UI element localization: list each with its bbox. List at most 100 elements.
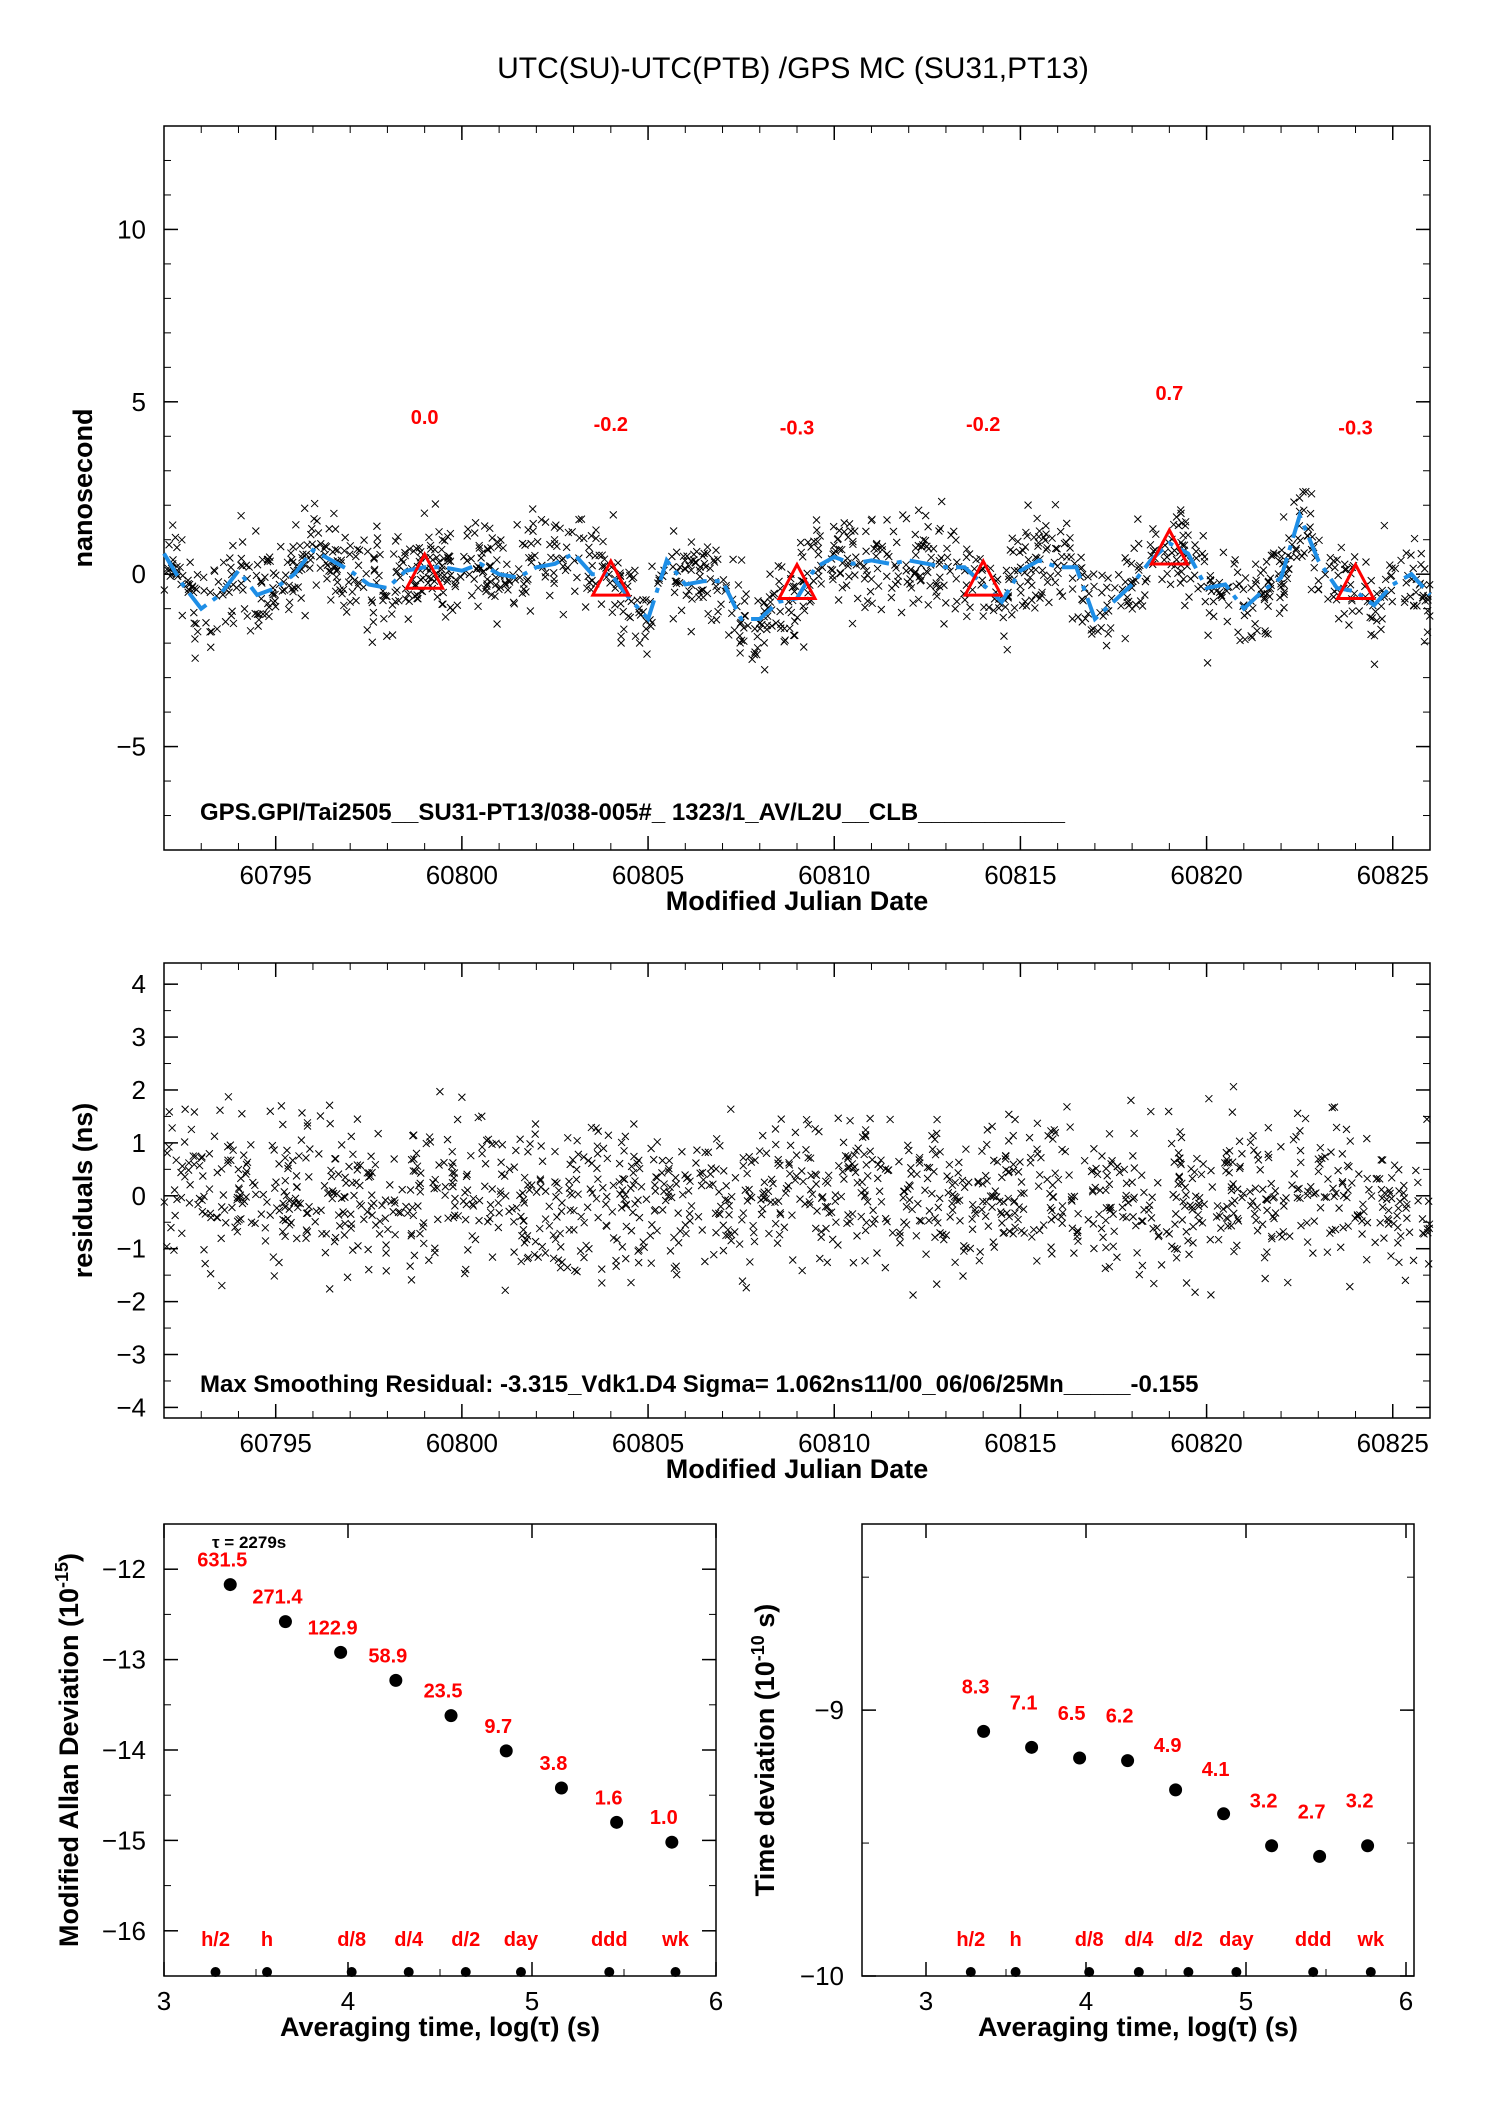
residual-point [825, 1209, 833, 1217]
residual-point [416, 1229, 424, 1238]
data-point [193, 570, 202, 579]
data-point [1174, 521, 1183, 530]
residual-point [608, 1207, 617, 1216]
data-point [935, 560, 944, 568]
data-point [1307, 489, 1316, 498]
interval-label: d/2 [451, 1929, 480, 1951]
residual-point [320, 1181, 329, 1190]
data-point [799, 643, 808, 651]
data-point [836, 568, 845, 577]
data-point [1345, 621, 1353, 629]
residual-point [1019, 1205, 1028, 1214]
data-point [245, 563, 254, 571]
residual-point [484, 1135, 493, 1144]
residual-point [1032, 1257, 1041, 1265]
residual-point [978, 1147, 986, 1156]
residual-point [474, 1113, 483, 1122]
data-point [1204, 631, 1212, 640]
residual-point [430, 1184, 439, 1193]
data-point [642, 625, 650, 633]
residual-point [1371, 1238, 1380, 1247]
residual-point [285, 1205, 294, 1213]
interval-marker [670, 1967, 681, 1977]
data-point [213, 625, 222, 633]
data-point [768, 622, 776, 630]
data-point [648, 562, 656, 571]
data-point [676, 563, 684, 571]
residual-point [823, 1258, 832, 1267]
data-point [906, 575, 914, 583]
residual-point [806, 1154, 815, 1163]
data-point [1010, 566, 1019, 575]
residual-point [813, 1207, 821, 1215]
residual-point [163, 1149, 172, 1157]
residual-point [1048, 1135, 1057, 1143]
residual-point [758, 1204, 767, 1213]
residual-point [1227, 1221, 1236, 1230]
data-point [1314, 585, 1323, 594]
residual-point [1080, 1156, 1089, 1165]
data-point [1062, 519, 1071, 528]
residual-point [257, 1210, 266, 1218]
residual-point [1303, 1191, 1312, 1200]
residual-point [869, 1206, 877, 1215]
residual-point [1148, 1193, 1157, 1202]
data-point [443, 532, 452, 541]
residual-point [899, 1193, 908, 1202]
residual-point [902, 1220, 911, 1229]
data-point [297, 594, 306, 602]
data-point [493, 537, 502, 546]
residual-point [1177, 1133, 1186, 1142]
residual-point [1279, 1227, 1288, 1236]
interval-marker [1183, 1967, 1194, 1977]
residual-point [696, 1169, 704, 1178]
residual-point [545, 1221, 554, 1230]
residual-point [693, 1146, 701, 1154]
data-point [1149, 525, 1157, 533]
residual-point [1177, 1160, 1185, 1169]
residual-point [831, 1197, 840, 1206]
residual-point [815, 1127, 823, 1136]
data-point [736, 639, 745, 647]
data-point [953, 597, 961, 606]
residual-point [1011, 1115, 1019, 1124]
residual-point [416, 1187, 425, 1196]
data-point [1391, 564, 1400, 573]
residual-point [701, 1257, 709, 1266]
residual-point [402, 1202, 410, 1211]
data-point [695, 566, 704, 575]
data-point [703, 543, 712, 551]
data-point [1334, 571, 1343, 580]
residual-point [765, 1229, 773, 1238]
residual-point [1065, 1171, 1073, 1179]
residual-point [480, 1182, 489, 1191]
data-point [1194, 584, 1202, 593]
data-point [1233, 568, 1242, 577]
data-point [884, 552, 893, 561]
residual-point [535, 1224, 544, 1233]
data-point [943, 544, 951, 553]
data-point [1252, 576, 1261, 585]
residual-point [1003, 1209, 1011, 1217]
residual-point [381, 1214, 390, 1223]
data-point [446, 529, 455, 538]
residual-point [622, 1222, 631, 1231]
data-point [1417, 549, 1426, 558]
marker-value-label: -0.2 [966, 414, 1000, 436]
residual-point [1375, 1175, 1384, 1183]
residual-point [510, 1248, 518, 1256]
data-point [669, 527, 678, 535]
data-point [1138, 602, 1147, 610]
residual-point [981, 1171, 990, 1180]
data-point [706, 575, 715, 583]
residual-point [658, 1156, 667, 1165]
data-point [314, 529, 323, 537]
data-point [753, 632, 762, 641]
data-point [1329, 556, 1338, 565]
data-point [545, 591, 554, 600]
residual-point [1296, 1146, 1305, 1155]
residual-point [486, 1200, 495, 1209]
residual-point [1068, 1224, 1077, 1233]
residual-point [1017, 1189, 1025, 1198]
data-point [853, 594, 862, 603]
